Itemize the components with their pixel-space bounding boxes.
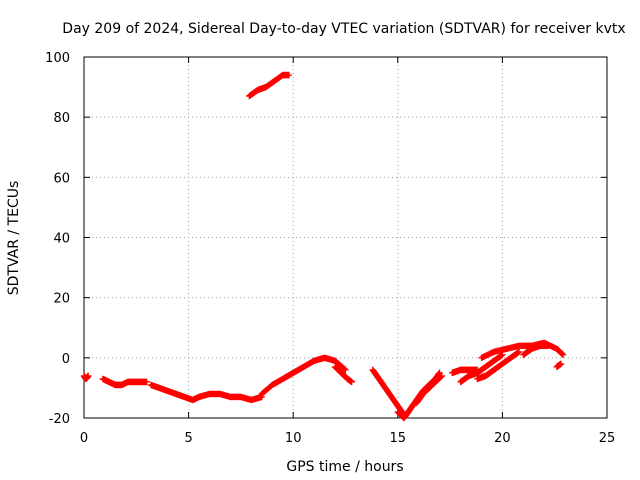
series-arc-16 (246, 71, 293, 100)
data-point (438, 372, 445, 380)
series-arc-1 (80, 372, 92, 383)
series-arc-5 (258, 354, 349, 398)
x-tick-label: 5 (184, 431, 192, 446)
data-point (285, 71, 293, 79)
data-point (84, 372, 92, 380)
data-point (342, 366, 349, 374)
series-arc-14 (520, 342, 552, 359)
y-tick-label: 0 (62, 352, 70, 367)
data-point (545, 342, 552, 349)
series-arc-7 (369, 366, 408, 419)
y-tick-label: 40 (53, 232, 70, 247)
x-tick-label: 20 (494, 431, 511, 446)
data-point (341, 365, 348, 373)
y-tick-label: 20 (53, 292, 70, 307)
series-arc-6 (331, 363, 355, 386)
x-tick-label: 15 (390, 431, 407, 446)
x-tick-label: 25 (599, 431, 616, 446)
data-point (559, 351, 567, 359)
series-arc-13 (478, 339, 567, 362)
series-arc-15 (553, 360, 565, 371)
y-tick-label: 100 (45, 51, 70, 66)
data-point (515, 348, 523, 356)
x-axis-title: GPS time / hours (286, 459, 403, 475)
marks-layer (80, 71, 567, 422)
grid-layer (84, 57, 607, 418)
series-arc-3 (147, 381, 203, 404)
y-tick-label: 60 (53, 171, 70, 186)
y-axis-title: SDTVAR / TECUs (6, 181, 22, 296)
data-point (557, 360, 565, 368)
series-arc-9 (413, 372, 445, 407)
series-arc-11 (457, 351, 506, 386)
series-arc-4 (195, 390, 266, 404)
series-arc-2 (99, 375, 150, 389)
y-tick-label: -20 (49, 412, 70, 427)
data-point (143, 378, 150, 386)
x-tick-label: 0 (80, 431, 88, 446)
series-arc-12 (474, 348, 523, 383)
tick-layer: 0 5 10 15 20 25 -20 0 20 40 60 80 100 (45, 51, 615, 446)
x-tick-label: 10 (285, 431, 302, 446)
y-tick-label: 80 (53, 111, 70, 126)
data-point (348, 378, 355, 386)
chart-title: Day 209 of 2024, Sidereal Day-to-day VTE… (62, 21, 625, 37)
